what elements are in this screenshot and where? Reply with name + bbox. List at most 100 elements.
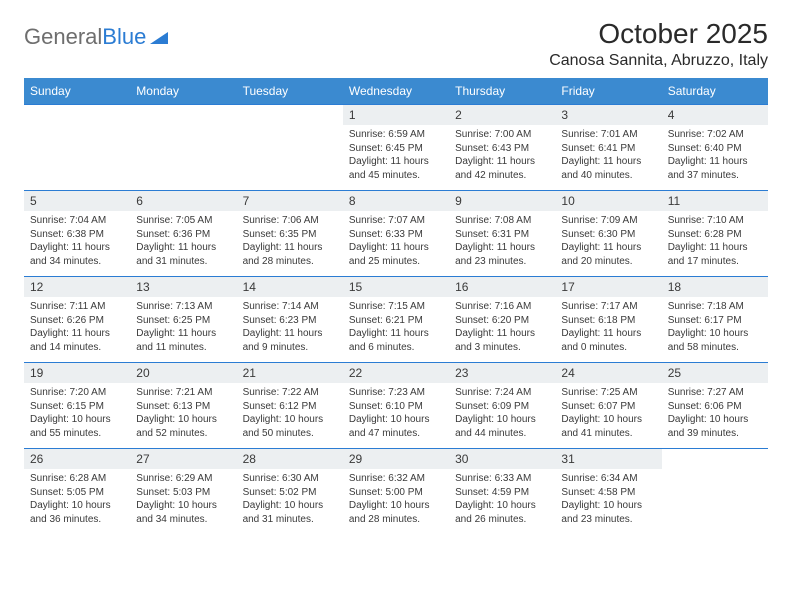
calendar-cell: 15Sunrise: 7:15 AMSunset: 6:21 PMDayligh… xyxy=(343,277,449,363)
day-number: 11 xyxy=(662,191,768,211)
day-details: Sunrise: 7:07 AMSunset: 6:33 PMDaylight:… xyxy=(343,211,449,274)
calendar-cell: 25Sunrise: 7:27 AMSunset: 6:06 PMDayligh… xyxy=(662,363,768,449)
day-details: Sunrise: 7:02 AMSunset: 6:40 PMDaylight:… xyxy=(662,125,768,188)
logo-word1: General xyxy=(24,24,102,49)
day-details: Sunrise: 7:17 AMSunset: 6:18 PMDaylight:… xyxy=(555,297,661,360)
day-details: Sunrise: 7:04 AMSunset: 6:38 PMDaylight:… xyxy=(24,211,130,274)
calendar-cell: 19Sunrise: 7:20 AMSunset: 6:15 PMDayligh… xyxy=(24,363,130,449)
calendar-cell xyxy=(130,105,236,191)
calendar-week: 1Sunrise: 6:59 AMSunset: 6:45 PMDaylight… xyxy=(24,105,768,191)
day-number: 5 xyxy=(24,191,130,211)
day-header: Friday xyxy=(555,78,661,105)
day-number xyxy=(130,105,236,125)
calendar-head: SundayMondayTuesdayWednesdayThursdayFrid… xyxy=(24,78,768,105)
day-header: Sunday xyxy=(24,78,130,105)
calendar-cell: 31Sunrise: 6:34 AMSunset: 4:58 PMDayligh… xyxy=(555,449,661,535)
calendar-cell: 18Sunrise: 7:18 AMSunset: 6:17 PMDayligh… xyxy=(662,277,768,363)
day-number: 8 xyxy=(343,191,449,211)
logo-word2: Blue xyxy=(102,24,146,49)
day-number: 7 xyxy=(237,191,343,211)
calendar-cell: 8Sunrise: 7:07 AMSunset: 6:33 PMDaylight… xyxy=(343,191,449,277)
calendar-table: SundayMondayTuesdayWednesdayThursdayFrid… xyxy=(24,78,768,535)
day-number: 15 xyxy=(343,277,449,297)
day-details: Sunrise: 7:00 AMSunset: 6:43 PMDaylight:… xyxy=(449,125,555,188)
day-number: 19 xyxy=(24,363,130,383)
day-header: Tuesday xyxy=(237,78,343,105)
day-details: Sunrise: 7:10 AMSunset: 6:28 PMDaylight:… xyxy=(662,211,768,274)
day-header: Monday xyxy=(130,78,236,105)
calendar-week: 5Sunrise: 7:04 AMSunset: 6:38 PMDaylight… xyxy=(24,191,768,277)
day-details: Sunrise: 7:23 AMSunset: 6:10 PMDaylight:… xyxy=(343,383,449,446)
day-details: Sunrise: 7:08 AMSunset: 6:31 PMDaylight:… xyxy=(449,211,555,274)
calendar-cell: 4Sunrise: 7:02 AMSunset: 6:40 PMDaylight… xyxy=(662,105,768,191)
day-number: 26 xyxy=(24,449,130,469)
day-number: 29 xyxy=(343,449,449,469)
day-number: 30 xyxy=(449,449,555,469)
calendar-cell: 9Sunrise: 7:08 AMSunset: 6:31 PMDaylight… xyxy=(449,191,555,277)
day-details: Sunrise: 6:34 AMSunset: 4:58 PMDaylight:… xyxy=(555,469,661,532)
calendar-week: 19Sunrise: 7:20 AMSunset: 6:15 PMDayligh… xyxy=(24,363,768,449)
day-number: 18 xyxy=(662,277,768,297)
calendar-cell: 16Sunrise: 7:16 AMSunset: 6:20 PMDayligh… xyxy=(449,277,555,363)
calendar-cell: 14Sunrise: 7:14 AMSunset: 6:23 PMDayligh… xyxy=(237,277,343,363)
calendar-cell: 11Sunrise: 7:10 AMSunset: 6:28 PMDayligh… xyxy=(662,191,768,277)
day-header: Thursday xyxy=(449,78,555,105)
day-header: Saturday xyxy=(662,78,768,105)
day-details: Sunrise: 6:30 AMSunset: 5:02 PMDaylight:… xyxy=(237,469,343,532)
day-details: Sunrise: 6:28 AMSunset: 5:05 PMDaylight:… xyxy=(24,469,130,532)
day-number: 4 xyxy=(662,105,768,125)
day-details: Sunrise: 7:05 AMSunset: 6:36 PMDaylight:… xyxy=(130,211,236,274)
day-number: 27 xyxy=(130,449,236,469)
day-header-row: SundayMondayTuesdayWednesdayThursdayFrid… xyxy=(24,78,768,105)
calendar-cell: 10Sunrise: 7:09 AMSunset: 6:30 PMDayligh… xyxy=(555,191,661,277)
logo-triangle-icon xyxy=(150,32,168,44)
day-details: Sunrise: 6:33 AMSunset: 4:59 PMDaylight:… xyxy=(449,469,555,532)
day-number: 23 xyxy=(449,363,555,383)
calendar-cell: 12Sunrise: 7:11 AMSunset: 6:26 PMDayligh… xyxy=(24,277,130,363)
day-details: Sunrise: 7:13 AMSunset: 6:25 PMDaylight:… xyxy=(130,297,236,360)
calendar-cell: 29Sunrise: 6:32 AMSunset: 5:00 PMDayligh… xyxy=(343,449,449,535)
calendar-cell: 3Sunrise: 7:01 AMSunset: 6:41 PMDaylight… xyxy=(555,105,661,191)
day-details: Sunrise: 7:22 AMSunset: 6:12 PMDaylight:… xyxy=(237,383,343,446)
day-details: Sunrise: 7:20 AMSunset: 6:15 PMDaylight:… xyxy=(24,383,130,446)
day-details: Sunrise: 7:15 AMSunset: 6:21 PMDaylight:… xyxy=(343,297,449,360)
calendar-cell: 27Sunrise: 6:29 AMSunset: 5:03 PMDayligh… xyxy=(130,449,236,535)
day-details: Sunrise: 7:16 AMSunset: 6:20 PMDaylight:… xyxy=(449,297,555,360)
logo-text: GeneralBlue xyxy=(24,24,146,50)
day-number: 6 xyxy=(130,191,236,211)
day-number xyxy=(24,105,130,125)
day-details: Sunrise: 6:32 AMSunset: 5:00 PMDaylight:… xyxy=(343,469,449,532)
day-details: Sunrise: 7:18 AMSunset: 6:17 PMDaylight:… xyxy=(662,297,768,360)
header: GeneralBlue October 2025 Canosa Sannita,… xyxy=(24,18,768,70)
day-details: Sunrise: 7:01 AMSunset: 6:41 PMDaylight:… xyxy=(555,125,661,188)
day-number: 28 xyxy=(237,449,343,469)
day-details: Sunrise: 7:21 AMSunset: 6:13 PMDaylight:… xyxy=(130,383,236,446)
calendar-cell: 28Sunrise: 6:30 AMSunset: 5:02 PMDayligh… xyxy=(237,449,343,535)
day-number: 25 xyxy=(662,363,768,383)
day-details: Sunrise: 7:06 AMSunset: 6:35 PMDaylight:… xyxy=(237,211,343,274)
day-number: 9 xyxy=(449,191,555,211)
day-number: 20 xyxy=(130,363,236,383)
day-details: Sunrise: 7:27 AMSunset: 6:06 PMDaylight:… xyxy=(662,383,768,446)
calendar-cell: 2Sunrise: 7:00 AMSunset: 6:43 PMDaylight… xyxy=(449,105,555,191)
day-details: Sunrise: 7:25 AMSunset: 6:07 PMDaylight:… xyxy=(555,383,661,446)
day-number: 16 xyxy=(449,277,555,297)
calendar-week: 12Sunrise: 7:11 AMSunset: 6:26 PMDayligh… xyxy=(24,277,768,363)
day-number: 10 xyxy=(555,191,661,211)
calendar-cell: 21Sunrise: 7:22 AMSunset: 6:12 PMDayligh… xyxy=(237,363,343,449)
calendar-body: 1Sunrise: 6:59 AMSunset: 6:45 PMDaylight… xyxy=(24,105,768,535)
day-number xyxy=(237,105,343,125)
day-number: 2 xyxy=(449,105,555,125)
day-number: 1 xyxy=(343,105,449,125)
day-number: 14 xyxy=(237,277,343,297)
day-details: Sunrise: 7:09 AMSunset: 6:30 PMDaylight:… xyxy=(555,211,661,274)
day-details: Sunrise: 6:59 AMSunset: 6:45 PMDaylight:… xyxy=(343,125,449,188)
day-number: 21 xyxy=(237,363,343,383)
day-number: 12 xyxy=(24,277,130,297)
title-block: October 2025 Canosa Sannita, Abruzzo, It… xyxy=(549,18,768,70)
calendar-cell: 22Sunrise: 7:23 AMSunset: 6:10 PMDayligh… xyxy=(343,363,449,449)
logo: GeneralBlue xyxy=(24,18,168,50)
calendar-cell xyxy=(237,105,343,191)
calendar-cell xyxy=(662,449,768,535)
day-number: 24 xyxy=(555,363,661,383)
